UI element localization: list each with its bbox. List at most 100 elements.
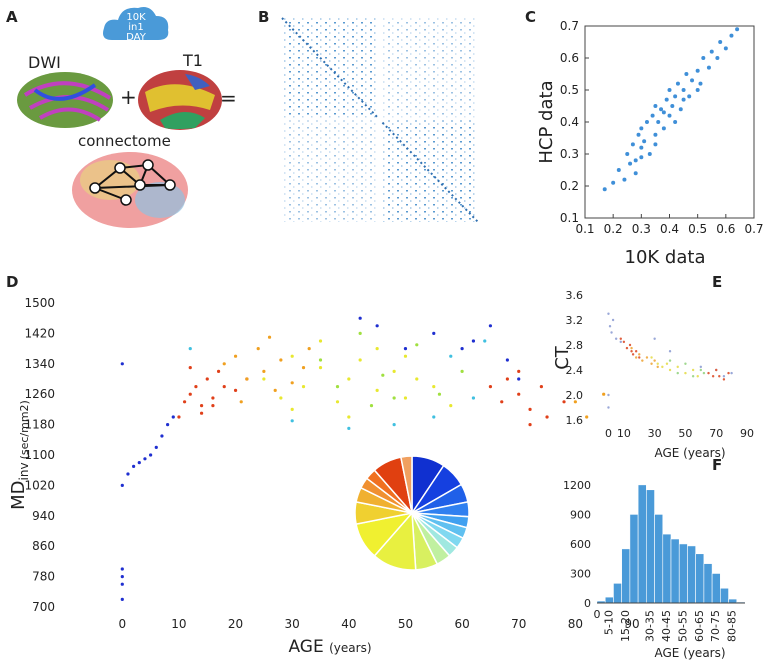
point (644, 120, 649, 124)
x-tick-label: 0 (594, 608, 601, 621)
point (562, 400, 566, 404)
point (199, 404, 204, 408)
point (528, 423, 532, 427)
point (256, 347, 260, 351)
y-tick-label: 2.8 (566, 339, 584, 352)
point (670, 104, 675, 108)
point (611, 318, 615, 322)
y-tick-label: 1260 (24, 387, 55, 401)
point (656, 362, 659, 365)
x-tick-label: 30 (648, 427, 662, 440)
x-tick-label: 70 (709, 427, 723, 440)
x-tick-label: 0.1 (575, 222, 594, 236)
x-tick-label: 0 (605, 427, 612, 440)
point (120, 582, 124, 586)
point (645, 356, 649, 359)
t1-region (160, 111, 205, 129)
point (675, 81, 680, 86)
point (607, 393, 610, 397)
point (707, 371, 710, 375)
point (695, 88, 700, 92)
point (375, 324, 379, 328)
point (676, 365, 679, 369)
bar (687, 545, 696, 604)
point (149, 453, 153, 457)
point (403, 396, 408, 400)
y-axis-label: CT (552, 345, 573, 370)
point (358, 358, 362, 362)
point (619, 337, 622, 340)
y-axis-label-sub: inv (17, 462, 31, 480)
bar (646, 489, 655, 604)
point (166, 423, 170, 427)
point (722, 375, 726, 378)
point (171, 415, 175, 419)
point (449, 354, 453, 358)
point (279, 358, 283, 362)
point (120, 567, 124, 571)
point (633, 158, 638, 163)
x-tick-label: 5-10 (602, 610, 615, 635)
point (718, 40, 723, 44)
plus: + (120, 85, 137, 109)
point (665, 362, 669, 365)
point (723, 46, 728, 51)
dwi-fibers (33, 83, 97, 101)
x-tick-label: 50 (398, 617, 413, 631)
point (415, 343, 419, 347)
panel-label: F (712, 456, 722, 474)
point (668, 368, 672, 372)
point (698, 81, 703, 86)
y-tick-label: 0 (584, 597, 591, 610)
y-tick-label: 1500 (24, 296, 55, 310)
point (656, 120, 661, 124)
network-nodes (89, 159, 176, 206)
point (318, 358, 323, 362)
point (611, 180, 616, 185)
bar (654, 514, 664, 604)
bar (728, 598, 738, 604)
point (573, 400, 577, 404)
x-tick-label: 0.7 (744, 222, 763, 236)
point (625, 152, 630, 156)
point (471, 339, 476, 343)
y-tick-label: 780 (32, 570, 55, 584)
x-tick-label: 40-45 (660, 610, 673, 642)
point (347, 377, 351, 381)
point (279, 396, 283, 400)
point (718, 375, 721, 378)
cloud-text: in1 (128, 22, 143, 33)
point (639, 126, 644, 131)
y-axis-unit: (sec/mm2) (18, 400, 31, 459)
x-tick-label: 0.4 (660, 222, 679, 236)
point (650, 356, 653, 359)
point (667, 88, 672, 92)
point (188, 392, 192, 396)
x-tick-label: 70-75 (709, 610, 722, 642)
point (432, 331, 436, 335)
panel-label: C (525, 8, 536, 26)
chart: 1.6 2.0 2.4 2.8 3.2 3.6 0 10 30 50 70 90 AGE (years)… (552, 289, 754, 460)
panel-label: A (6, 8, 18, 26)
pie-slice (399, 455, 413, 514)
bar (703, 563, 713, 604)
bar (613, 583, 622, 604)
y-tick-label: 1.6 (566, 414, 584, 427)
point (120, 575, 124, 579)
point (722, 378, 726, 381)
bar (604, 596, 614, 604)
point (290, 419, 294, 423)
point (634, 350, 638, 353)
y-tick-label: 3.2 (566, 314, 584, 327)
y-tick-label: 0.1 (560, 211, 579, 225)
point (634, 356, 638, 359)
panel-label: B (258, 8, 269, 26)
point (661, 365, 664, 369)
point (673, 94, 678, 99)
x-tick-label: 80 (568, 617, 583, 631)
point (696, 375, 699, 378)
x-tick-label: 20 (228, 617, 243, 631)
point (676, 371, 679, 375)
x-axis-label-text: AGE (288, 637, 323, 657)
